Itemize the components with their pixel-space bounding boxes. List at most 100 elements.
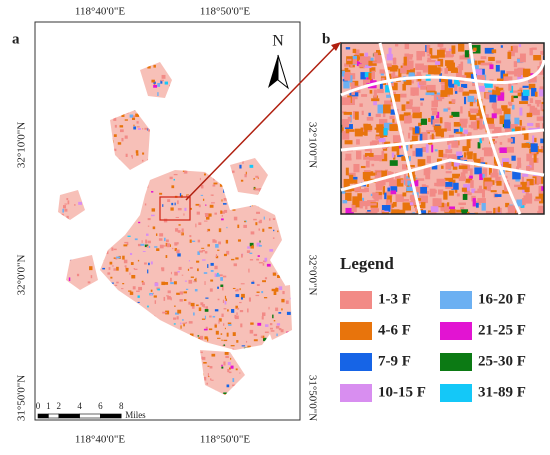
building xyxy=(218,228,222,233)
building xyxy=(204,251,208,254)
building xyxy=(269,249,274,252)
building xyxy=(270,330,275,332)
building xyxy=(129,291,134,295)
building xyxy=(364,52,369,57)
building xyxy=(485,211,492,214)
building xyxy=(371,98,380,102)
building xyxy=(235,368,238,371)
building xyxy=(142,128,144,130)
building xyxy=(66,198,69,201)
building xyxy=(164,81,169,85)
building xyxy=(178,224,181,226)
building xyxy=(431,100,439,108)
building xyxy=(249,259,254,261)
building xyxy=(376,208,380,212)
building xyxy=(387,66,393,71)
building xyxy=(275,325,280,329)
building xyxy=(476,85,486,92)
building xyxy=(524,187,530,193)
building xyxy=(211,353,216,357)
building xyxy=(431,133,434,143)
building xyxy=(495,176,501,184)
building xyxy=(379,118,388,128)
building xyxy=(147,240,151,244)
building xyxy=(229,367,231,370)
building xyxy=(479,173,483,181)
building xyxy=(160,79,164,82)
building xyxy=(250,322,254,325)
building xyxy=(146,245,149,248)
building xyxy=(492,89,501,96)
building xyxy=(170,207,174,211)
building xyxy=(426,84,436,91)
building xyxy=(217,337,221,339)
building xyxy=(459,55,469,60)
building xyxy=(221,199,223,202)
building xyxy=(517,89,523,97)
building xyxy=(390,190,397,195)
building xyxy=(173,173,178,176)
building xyxy=(236,288,239,291)
building xyxy=(417,159,426,167)
building xyxy=(147,305,149,308)
building xyxy=(235,289,239,292)
building xyxy=(389,179,398,187)
building xyxy=(137,243,142,247)
building xyxy=(485,92,494,100)
building xyxy=(124,119,128,121)
scale-tick-label: 8 xyxy=(119,401,124,411)
building xyxy=(452,164,458,170)
building xyxy=(162,311,166,314)
building xyxy=(225,298,227,302)
building xyxy=(401,199,410,202)
building xyxy=(144,262,147,265)
building xyxy=(213,182,218,185)
building xyxy=(463,184,470,191)
building xyxy=(537,125,540,130)
building xyxy=(351,203,357,213)
building xyxy=(494,194,502,197)
building xyxy=(490,172,499,178)
building xyxy=(277,275,281,278)
building xyxy=(482,173,485,178)
building xyxy=(379,69,386,74)
lat-label: 32°0'0"N xyxy=(16,255,28,296)
building xyxy=(397,144,401,149)
building xyxy=(483,147,493,157)
building xyxy=(454,209,462,214)
building xyxy=(364,187,369,192)
building xyxy=(157,92,159,97)
building xyxy=(465,178,473,183)
lat-label: 32°10'0"N xyxy=(16,122,28,168)
building xyxy=(137,259,140,262)
building xyxy=(384,63,392,70)
north-label: N xyxy=(272,33,284,50)
building xyxy=(208,375,210,378)
building xyxy=(420,118,428,125)
building xyxy=(166,239,169,243)
building xyxy=(385,85,392,93)
building xyxy=(164,282,169,285)
building xyxy=(432,119,435,128)
building xyxy=(351,204,356,208)
building xyxy=(506,146,514,153)
building xyxy=(272,218,276,220)
building xyxy=(470,180,474,188)
building xyxy=(258,228,260,231)
building xyxy=(517,67,525,76)
building xyxy=(256,291,260,293)
building xyxy=(430,206,439,213)
building xyxy=(183,213,185,216)
legend-label: 1-3 F xyxy=(378,291,411,307)
building xyxy=(403,171,407,181)
building xyxy=(521,176,524,185)
building xyxy=(280,329,284,333)
building xyxy=(374,55,383,63)
building xyxy=(512,90,521,93)
building xyxy=(203,328,208,331)
building xyxy=(466,139,471,149)
building xyxy=(348,75,353,83)
building xyxy=(445,162,452,170)
building xyxy=(198,351,203,354)
building xyxy=(176,316,179,320)
